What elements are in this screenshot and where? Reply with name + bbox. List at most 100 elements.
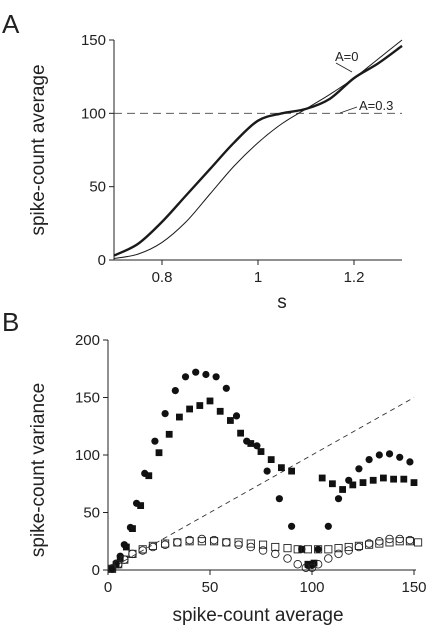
data-point-filled-circle (375, 451, 383, 459)
panel-b-y-tick-label: 200 (75, 332, 100, 349)
data-point-filled-square (380, 474, 387, 482)
data-point-filled-square (112, 560, 120, 568)
data-point-filled-circle (151, 437, 159, 445)
data-point-open-circle (344, 546, 353, 555)
data-point-filled-circle (161, 410, 169, 418)
panel-b: B 0 50 100 150 200 0 50 100 150 spike-count aver… (2, 307, 427, 626)
data-point-filled-square (369, 476, 377, 484)
data-point-open-circle (138, 546, 147, 555)
data-point-open-circle (120, 555, 129, 564)
panel-a-x-tick-label: 1 (254, 269, 262, 286)
data-point-open-circle (313, 560, 323, 569)
panel-b-x-axis-title: spike-count average (172, 605, 343, 626)
panel-b-axes: 0 50 100 150 200 0 50 100 150 (75, 332, 427, 596)
data-point-open-square (395, 537, 404, 546)
data-point-open-square (293, 545, 302, 554)
data-point-filled-square (410, 479, 418, 486)
data-point-open-square (344, 542, 353, 552)
data-point-open-circle (246, 542, 256, 552)
panel-a-x-axis-title: s (277, 292, 287, 313)
data-point-filled-circle (253, 442, 261, 450)
data-point-open-circle (148, 542, 158, 552)
panel-b-y-tick-label: 50 (83, 505, 100, 522)
data-point-open-circle (324, 554, 333, 563)
data-point-filled-square (196, 402, 204, 409)
panel-b-x-tick-label: 150 (401, 579, 426, 596)
data-point-filled-square (257, 448, 265, 455)
data-point-filled-square (400, 475, 408, 483)
panel-b-letter: B (2, 307, 19, 337)
data-point-filled-square (318, 474, 326, 482)
panel-a-plot-area (113, 39, 403, 259)
data-point-filled-circle (232, 412, 241, 420)
panel-b-plot-area (107, 368, 423, 574)
data-point-open-circle (293, 560, 302, 569)
panel-a-y-axis-title: spike-count average (28, 64, 49, 235)
data-point-open-circle (160, 540, 170, 549)
data-point-open-square (283, 544, 292, 553)
data-point-filled-circle (222, 384, 230, 392)
panel-b-x-tick-label: 100 (299, 579, 324, 596)
data-point-open-circle (385, 534, 394, 544)
data-point-filled-circle (396, 453, 404, 461)
data-point-open-circle (113, 560, 123, 569)
data-point-filled-square (186, 405, 193, 413)
data-point-open-circle (395, 534, 404, 544)
data-point-open-square (324, 545, 333, 554)
data-point-open-square (258, 540, 268, 549)
panel-b-x-tick-label: 0 (104, 579, 112, 596)
data-point-filled-circle (355, 465, 363, 473)
data-point-filled-square (145, 472, 153, 480)
panel-a-axes: 0 50 100 150 0.8 1 1.2 (81, 32, 402, 286)
panel-a-y-tick-label: 50 (89, 179, 106, 196)
panel-a-series-line (113, 44, 403, 257)
data-point-filled-square (339, 486, 346, 493)
panel-b-x-tick-label: 50 (202, 579, 219, 596)
data-point-filled-square (278, 464, 285, 472)
data-point-filled-square (108, 565, 116, 573)
panel-b-identity-line (107, 397, 415, 571)
data-point-open-circle (375, 537, 384, 546)
data-point-open-circle (209, 535, 219, 545)
data-point-filled-square (165, 430, 173, 438)
data-point-filled-circle (334, 495, 343, 503)
data-point-filled-square (359, 479, 367, 486)
data-point-filled-circle (275, 495, 283, 503)
data-point-filled-circle (202, 370, 210, 379)
data-point-open-square (234, 538, 243, 547)
data-point-open-circle (271, 549, 280, 559)
data-point-open-square (314, 545, 323, 554)
data-point-open-circle (234, 540, 243, 549)
data-point-open-circle (405, 535, 415, 545)
data-point-filled-circle (324, 522, 332, 530)
panel-b-y-axis-title: spike-count variance (28, 383, 49, 557)
data-point-open-circle (301, 563, 311, 572)
data-point-open-square (414, 538, 423, 547)
data-point-filled-circle (192, 368, 200, 376)
data-point-open-square (375, 539, 384, 548)
data-point-open-circle (173, 538, 182, 547)
data-point-open-square (271, 542, 280, 552)
data-point-open-circle (334, 549, 343, 559)
data-point-open-square (334, 544, 343, 553)
data-point-filled-square (122, 543, 130, 551)
data-point-filled-square (288, 467, 295, 475)
data-point-open-circle (258, 546, 268, 555)
data-point-filled-circle (314, 545, 322, 553)
data-point-filled-circle (263, 467, 271, 475)
data-point-filled-square (349, 481, 357, 489)
data-point-filled-square (227, 417, 234, 424)
panel-a-x-tick-label: 1.2 (344, 269, 365, 286)
data-point-filled-circle (365, 456, 373, 464)
data-point-filled-square (137, 502, 145, 509)
curve-label-a0: A=0 (335, 49, 359, 64)
data-point-open-circle (354, 542, 364, 552)
curve-label-a03-leader (339, 106, 358, 114)
panel-a-y-tick-label: 100 (81, 105, 106, 122)
data-point-open-circle (222, 538, 231, 547)
data-point-open-circle (364, 539, 374, 548)
data-point-filled-square (237, 429, 244, 437)
data-point-filled-square (329, 480, 336, 488)
data-point-open-square (385, 538, 394, 547)
